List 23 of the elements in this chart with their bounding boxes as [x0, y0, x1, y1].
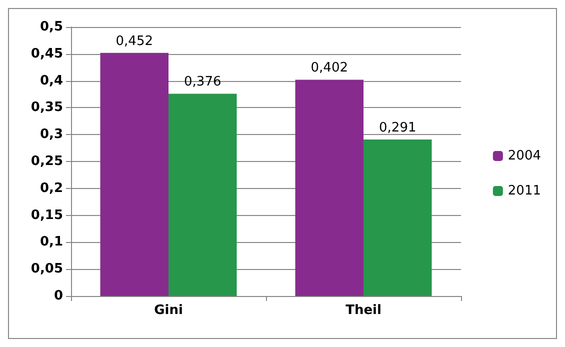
bar [295, 80, 364, 296]
x-tick-label: Gini [154, 303, 183, 318]
data-label: 0,291 [379, 120, 416, 136]
bar [168, 94, 237, 296]
y-tick-label: 0,45 [30, 46, 63, 62]
y-tick-label: 0,4 [40, 73, 63, 88]
legend-label: 2011 [508, 184, 542, 198]
y-tick-label: 0,35 [30, 100, 63, 116]
bar [100, 52, 168, 296]
y-tick-label: 0,25 [30, 154, 63, 169]
data-label: 0,452 [116, 34, 153, 49]
y-tick-label: 0,5 [40, 20, 63, 34]
bar [364, 139, 432, 296]
y-tick-label: 0 [54, 288, 63, 304]
y-tick-label: 0,05 [30, 262, 63, 277]
legend-label: 2004 [508, 148, 542, 164]
data-label: 0,376 [184, 74, 222, 90]
y-tick-label: 0,2 [40, 180, 63, 196]
y-tick-label: 0,15 [30, 208, 63, 223]
x-tick-label: Theil [346, 303, 382, 318]
y-tick-label: 0,1 [40, 234, 63, 250]
data-label: 0,402 [310, 60, 348, 76]
y-tick-label: 0,3 [40, 127, 63, 142]
